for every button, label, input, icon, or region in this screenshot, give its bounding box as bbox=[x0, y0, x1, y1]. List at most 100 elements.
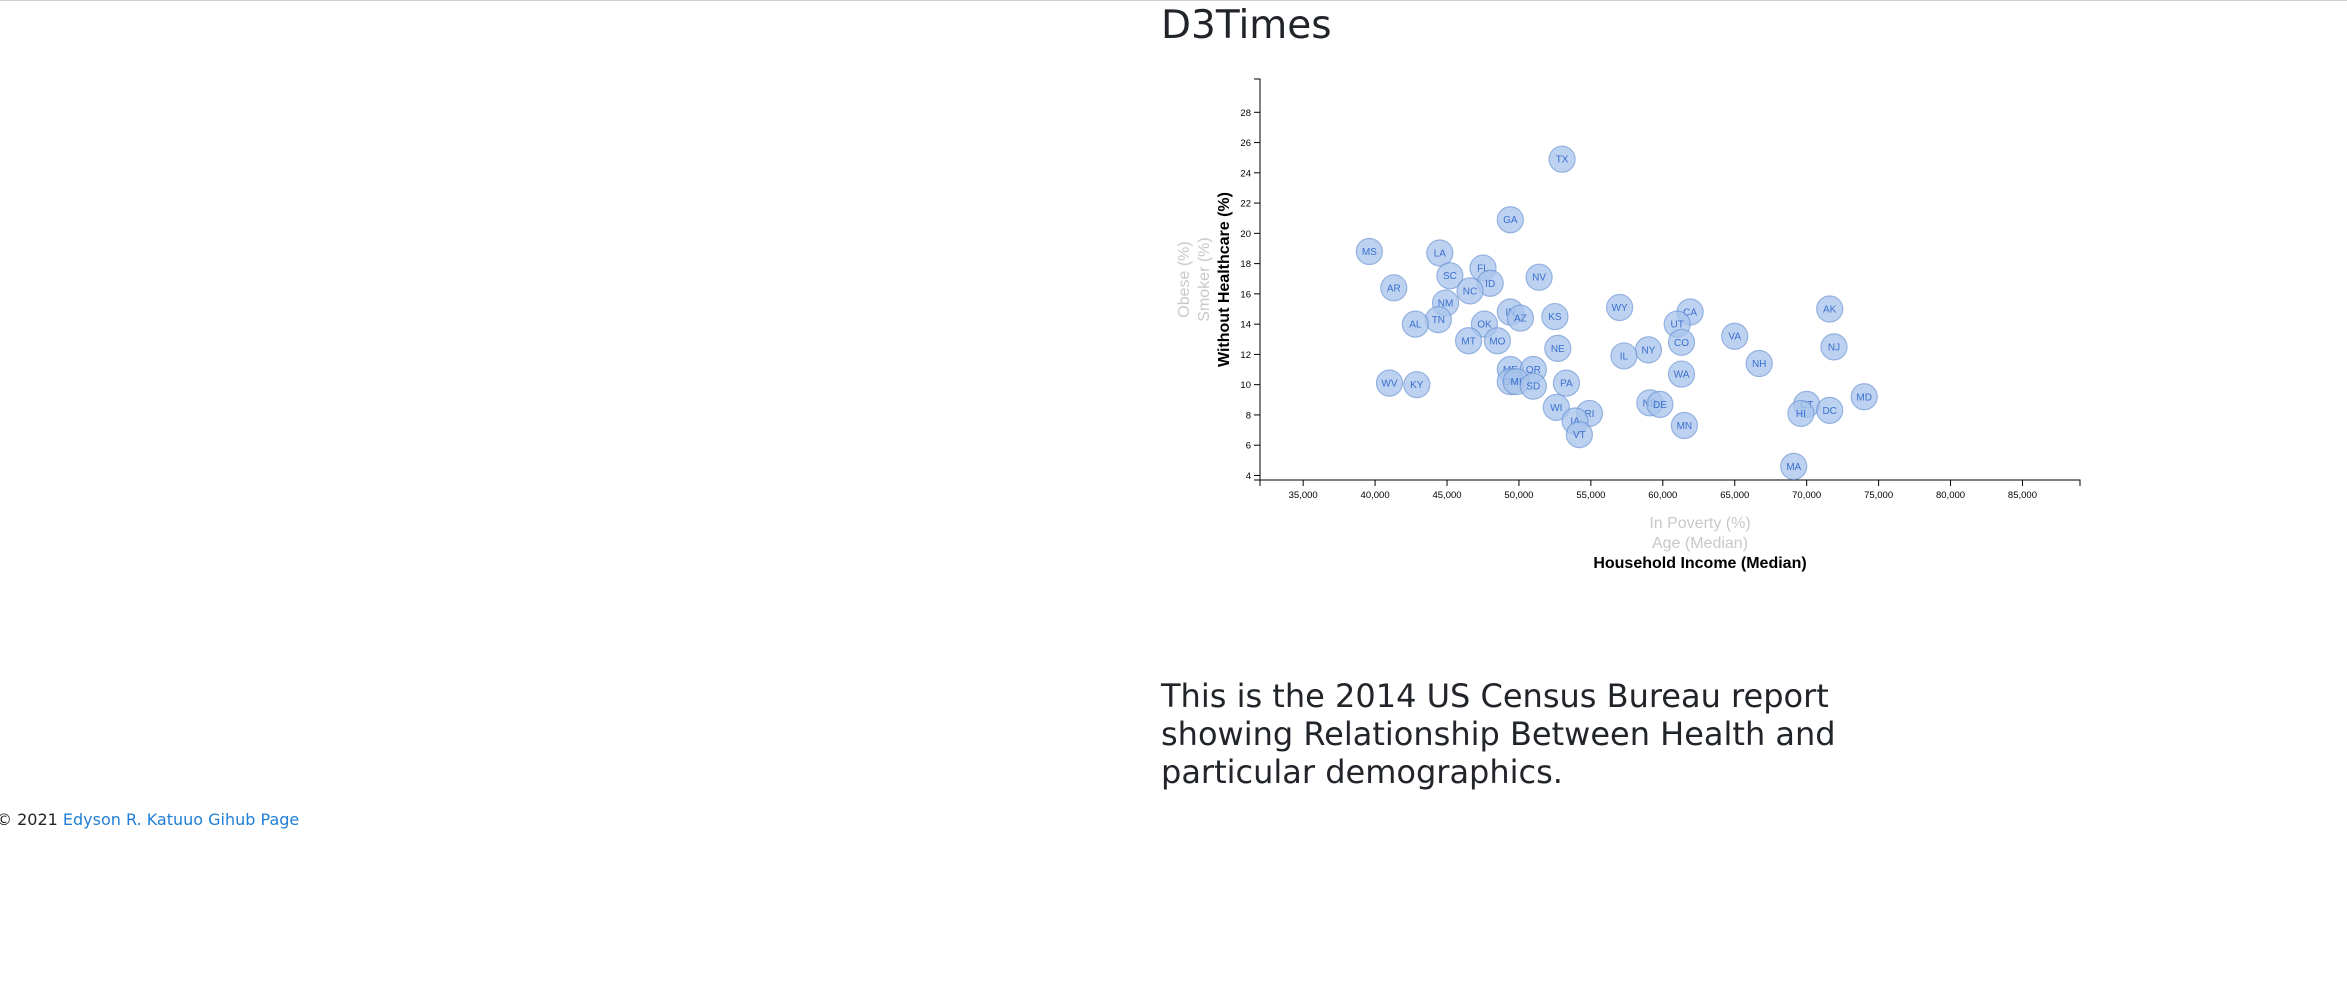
state-label: IL bbox=[1620, 351, 1629, 362]
y-tick-label: 16 bbox=[1240, 289, 1251, 300]
state-label: MS bbox=[1362, 247, 1377, 258]
state-label: TX bbox=[1556, 155, 1569, 166]
state-label: NE bbox=[1551, 344, 1565, 355]
state-label: NJ bbox=[1828, 342, 1840, 353]
y-tick-label: 8 bbox=[1246, 410, 1251, 421]
x-axis-line bbox=[1259, 479, 2081, 486]
state-label: MI bbox=[1511, 377, 1522, 388]
state-label: DC bbox=[1822, 406, 1836, 417]
x-axis-label[interactable]: In Poverty (%) bbox=[1649, 515, 1750, 532]
state-label: MD bbox=[1856, 392, 1872, 403]
x-tick-label: 85,000 bbox=[2008, 490, 2037, 501]
state-label: CO bbox=[1674, 338, 1689, 349]
state-point[interactable] bbox=[1787, 399, 1815, 428]
state-label: HI bbox=[1796, 409, 1806, 420]
state-point[interactable] bbox=[1436, 262, 1464, 290]
y-tick-label: 28 bbox=[1240, 108, 1251, 119]
state-point[interactable] bbox=[1850, 383, 1878, 411]
state-label: DE bbox=[1653, 400, 1667, 411]
x-axis-label[interactable]: Age (Median) bbox=[1652, 535, 1748, 552]
state-label: SD bbox=[1526, 382, 1540, 393]
state-point[interactable] bbox=[1454, 327, 1483, 355]
state-label: AK bbox=[1823, 305, 1837, 316]
state-label: TN bbox=[1432, 315, 1445, 326]
page-title: D3Times bbox=[1161, 3, 1332, 48]
state-point[interactable] bbox=[1496, 206, 1524, 234]
state-label: NV bbox=[1532, 273, 1546, 284]
state-point[interactable] bbox=[1548, 145, 1576, 173]
state-point[interactable] bbox=[1552, 369, 1581, 397]
state-point[interactable] bbox=[1483, 327, 1511, 355]
y-tick-label: 22 bbox=[1240, 199, 1251, 210]
state-point[interactable] bbox=[1667, 360, 1696, 388]
state-point[interactable] bbox=[1426, 239, 1454, 267]
state-label: AZ bbox=[1514, 314, 1527, 325]
state-point[interactable] bbox=[1519, 372, 1547, 400]
state-point[interactable] bbox=[1606, 293, 1634, 322]
state-point[interactable] bbox=[1610, 342, 1638, 370]
state-point[interactable] bbox=[1780, 452, 1808, 480]
state-label: MT bbox=[1461, 336, 1475, 347]
x-tick-label: 70,000 bbox=[1792, 490, 1821, 501]
y-axis-labels: Obese (%) Smoker (%) Without Healthcare (%… bbox=[1176, 192, 1233, 367]
state-point[interactable] bbox=[1667, 328, 1696, 356]
state-label: OK bbox=[1477, 320, 1492, 331]
y-tick-label: 26 bbox=[1240, 138, 1251, 149]
scatter-chart: 35,000 40,000 45,000 50,000 55,000 60,000 65,0… bbox=[1176, 78, 2081, 572]
x-axis-labels: In Poverty (%) Age (Median) Household Inco… bbox=[1593, 515, 1806, 572]
state-label: KS bbox=[1548, 312, 1562, 323]
state-point[interactable] bbox=[1525, 263, 1553, 291]
state-label: NC bbox=[1463, 286, 1477, 297]
x-axis-label[interactable]: Household Income (Median) bbox=[1593, 555, 1806, 572]
state-label: SC bbox=[1443, 271, 1457, 282]
y-axis-label[interactable]: Obese (%) bbox=[1176, 241, 1193, 317]
state-label: UT bbox=[1671, 320, 1684, 331]
state-label: CA bbox=[1683, 308, 1697, 319]
state-point[interactable] bbox=[1401, 310, 1429, 338]
x-tick-label: 45,000 bbox=[1432, 490, 1461, 501]
github-page-link[interactable]: Edyson R. Katuuo Gihub Page bbox=[62, 810, 300, 829]
state-point[interactable] bbox=[1565, 421, 1593, 449]
state-point[interactable] bbox=[1456, 277, 1484, 305]
y-tick-label: 4 bbox=[1246, 471, 1251, 482]
state-label: NY bbox=[1641, 345, 1655, 356]
state-point[interactable] bbox=[1541, 302, 1569, 331]
state-point[interactable] bbox=[1816, 295, 1844, 323]
state-point[interactable] bbox=[1670, 411, 1698, 440]
state-point[interactable] bbox=[1375, 369, 1404, 397]
state-point[interactable] bbox=[1721, 322, 1749, 350]
y-axis-label[interactable]: Smoker (%) bbox=[1196, 237, 1213, 321]
state-label: WI bbox=[1550, 403, 1562, 414]
y-axis-line bbox=[1254, 78, 1261, 481]
state-point[interactable] bbox=[1403, 371, 1431, 399]
state-label: WA bbox=[1674, 370, 1690, 381]
x-axis: 35,000 40,000 45,000 50,000 55,000 60,000 65,0… bbox=[1259, 479, 2081, 501]
state-label: VA bbox=[1728, 332, 1741, 343]
report-description: This is the 2014 US Census Bureau report… bbox=[1161, 677, 1836, 791]
state-point[interactable] bbox=[1544, 334, 1572, 362]
state-label: VT bbox=[1573, 430, 1586, 441]
state-label: WV bbox=[1381, 379, 1397, 390]
footer-copyright: © 2021 bbox=[0, 810, 58, 829]
state-point[interactable] bbox=[1820, 333, 1848, 361]
state-point[interactable] bbox=[1646, 390, 1674, 418]
data-points: TXGAMSLAFLSCNVIDARNCNMWYAKCAINAZKSTNALOK… bbox=[1355, 145, 1878, 480]
state-point[interactable] bbox=[1816, 396, 1844, 424]
state-point[interactable] bbox=[1542, 393, 1570, 421]
state-label: GA bbox=[1503, 215, 1518, 226]
x-tick-label: 80,000 bbox=[1936, 490, 1965, 501]
y-axis-label[interactable]: Without Healthcare (%) bbox=[1216, 192, 1233, 367]
state-point[interactable] bbox=[1355, 237, 1383, 266]
state-label: KY bbox=[1410, 380, 1424, 391]
state-point[interactable] bbox=[1506, 304, 1534, 332]
state-label: AL bbox=[1409, 320, 1422, 331]
y-tick-label: 20 bbox=[1240, 229, 1251, 240]
state-point[interactable] bbox=[1380, 274, 1408, 302]
x-tick-label: 55,000 bbox=[1576, 490, 1605, 501]
state-label: MO bbox=[1489, 336, 1505, 347]
state-label: RI bbox=[1584, 409, 1594, 420]
state-label: NM bbox=[1438, 298, 1454, 309]
y-tick-label: 18 bbox=[1240, 259, 1251, 270]
footer: © 2021 Edyson R. Katuuo Gihub Page bbox=[0, 810, 299, 829]
state-point[interactable] bbox=[1745, 349, 1773, 378]
